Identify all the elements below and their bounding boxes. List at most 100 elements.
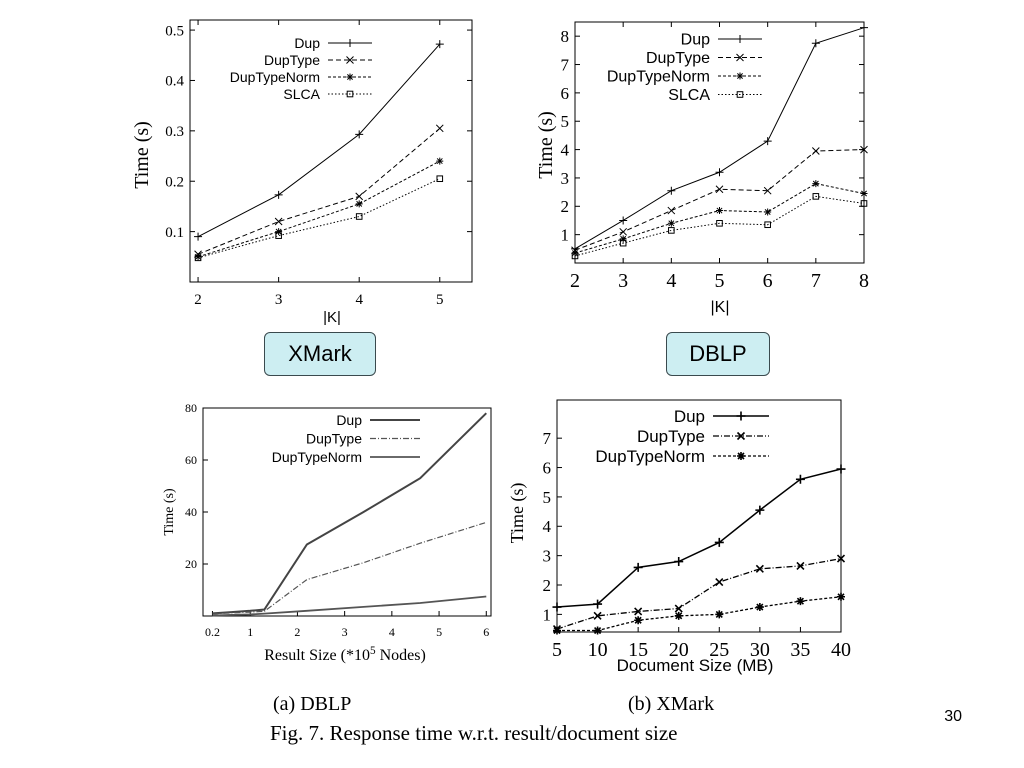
figure-caption: Fig. 7. Response time w.r.t. result/docu… xyxy=(270,721,678,745)
x-tick-label: 2 xyxy=(570,270,580,292)
data-point-dup xyxy=(194,232,203,241)
data-point-dup xyxy=(274,190,283,199)
x-tick-label: 5 xyxy=(436,292,444,308)
x-tick-label: 35 xyxy=(790,639,810,661)
data-point-slca xyxy=(860,200,868,207)
y-tick-label: 4 xyxy=(543,517,552,536)
data-point-slca xyxy=(716,220,723,227)
x-tick-label: 7 xyxy=(811,270,821,292)
x-tick-label: 25 xyxy=(709,639,729,661)
chart-dblp-result-size-svg: 0.2 1 2 3 4 5 6 20 40 60 80 Result Size (*105 Nodes… xyxy=(162,401,492,664)
x-tick-label: 4 xyxy=(355,292,363,308)
y-tick-label: 2 xyxy=(543,576,552,595)
data-point-duptypenorm xyxy=(355,200,363,208)
data-point-dup xyxy=(435,40,444,49)
chart-xmark-document-size-svg: 5 10 15 20 25 30 35 40 1 2 3 4 5 6 7 Document Size (MB)… xyxy=(507,399,851,675)
legend-label-dup: Dup xyxy=(294,35,320,51)
x-tick-label: 3 xyxy=(275,292,283,308)
legend-label-duptype: DupType xyxy=(306,430,362,446)
legend-label-duptype: DupType xyxy=(264,52,320,68)
data-point-duptypenorm xyxy=(796,597,805,606)
legend-label-duptypenorm: DupTypeNorm xyxy=(272,449,362,465)
data-point-dup xyxy=(755,505,765,515)
plot-frame xyxy=(189,19,473,283)
data-point-duptype xyxy=(435,124,444,133)
y-tick-label: 80 xyxy=(185,401,197,415)
data-point-duptypenorm xyxy=(634,616,643,625)
y-tick-label: 2 xyxy=(561,197,570,216)
data-point-duptypenorm xyxy=(619,235,627,243)
data-point-duptypenorm xyxy=(716,207,723,215)
series-line-duptype xyxy=(574,149,865,251)
data-point-duptypenorm xyxy=(553,626,561,635)
x-tick-label: 5 xyxy=(552,639,562,661)
data-point-slca xyxy=(355,213,363,220)
series-line-duptypenorm xyxy=(197,160,441,258)
data-point-dup xyxy=(836,464,846,474)
legend-marker-duptype xyxy=(346,56,354,64)
legend-label-slca: SLCA xyxy=(668,87,710,104)
xmark-label-box: XMark xyxy=(264,332,376,376)
data-point-slca xyxy=(668,227,675,234)
y-tick-label: 0.5 xyxy=(165,23,184,39)
x-axis-label: Document Size (MB) xyxy=(617,656,774,675)
data-point-duptype xyxy=(667,206,676,215)
data-point-duptype xyxy=(811,147,820,155)
data-point-duptypenorm xyxy=(715,610,724,619)
x-tick-label: 5 xyxy=(436,625,442,639)
legend-label-dup: Dup xyxy=(674,407,705,426)
data-point-duptypenorm xyxy=(812,180,820,188)
legend-label-duptypenorm: DupTypeNorm xyxy=(230,69,320,85)
x-tick-label: 6 xyxy=(483,625,489,639)
legend-marker-dup xyxy=(736,35,744,43)
data-point-dup xyxy=(355,130,364,139)
data-point-slca xyxy=(571,252,579,260)
x-tick-label: 1 xyxy=(247,625,253,639)
data-point-dup xyxy=(795,474,805,484)
legend-marker-slca xyxy=(346,90,354,98)
y-tick-label: 5 xyxy=(543,488,552,507)
x-tick-label: 3 xyxy=(618,270,628,292)
y-tick-label: 1 xyxy=(543,605,552,624)
y-tick-label: 3 xyxy=(543,547,552,566)
legend-label-duptypenorm: DupTypeNorm xyxy=(607,69,710,86)
y-tick-label: 40 xyxy=(185,505,197,519)
data-point-dup xyxy=(552,602,562,612)
x-tick-label: 10 xyxy=(588,639,608,661)
y-tick-label: 5 xyxy=(561,112,570,131)
data-point-slca xyxy=(812,193,820,200)
y-tick-label: 0.2 xyxy=(165,174,184,190)
data-point-dup xyxy=(667,186,676,195)
x-tick-label: 40 xyxy=(831,639,851,661)
legend-label-duptypenorm: DupTypeNorm xyxy=(595,447,705,466)
y-tick-label: 6 xyxy=(543,458,552,477)
x-tick-label: 30 xyxy=(750,639,770,661)
data-point-duptype xyxy=(674,604,683,613)
data-point-duptype xyxy=(860,145,868,154)
data-point-dup xyxy=(593,599,603,609)
data-point-slca xyxy=(194,254,202,262)
x-tick-label: 5 xyxy=(715,270,725,292)
series-line-duptype xyxy=(556,557,842,630)
data-point-duptype xyxy=(763,186,772,195)
data-point-slca xyxy=(436,175,444,183)
data-point-duptypenorm xyxy=(436,157,444,165)
data-point-duptypenorm xyxy=(764,208,772,216)
legend-marker-slca xyxy=(736,91,744,98)
dblp-label-box: DBLP xyxy=(666,332,770,376)
data-point-duptypenorm xyxy=(860,190,868,198)
page-number: 30 xyxy=(944,708,962,725)
y-axis-label: Time (s) xyxy=(162,488,177,536)
chart-xmark-keywords: 2 3 4 5 0.1 0.2 0.3 0.4 0.5 |K| Time (s) Dup DupType… xyxy=(120,15,480,335)
data-point-duptypenorm xyxy=(275,228,283,236)
legend-label-dup: Dup xyxy=(681,32,710,49)
plot-frame xyxy=(556,399,842,633)
chart-xmark-document-size: 5 10 15 20 25 30 35 40 1 2 3 4 5 6 7 Document Size (MB)… xyxy=(505,395,851,680)
chart-dblp-keywords: 2 3 4 5 6 7 8 1 2 3 4 5 6 7 8 |K| Time (s) Dup DupType DupT… xyxy=(530,15,870,320)
y-tick-label: 3 xyxy=(561,169,570,188)
y-tick-label: 60 xyxy=(185,453,197,467)
x-tick-label: 20 xyxy=(669,639,689,661)
legend-marker-duptypenorm xyxy=(737,452,745,460)
y-axis-label: Time (s) xyxy=(507,483,528,544)
